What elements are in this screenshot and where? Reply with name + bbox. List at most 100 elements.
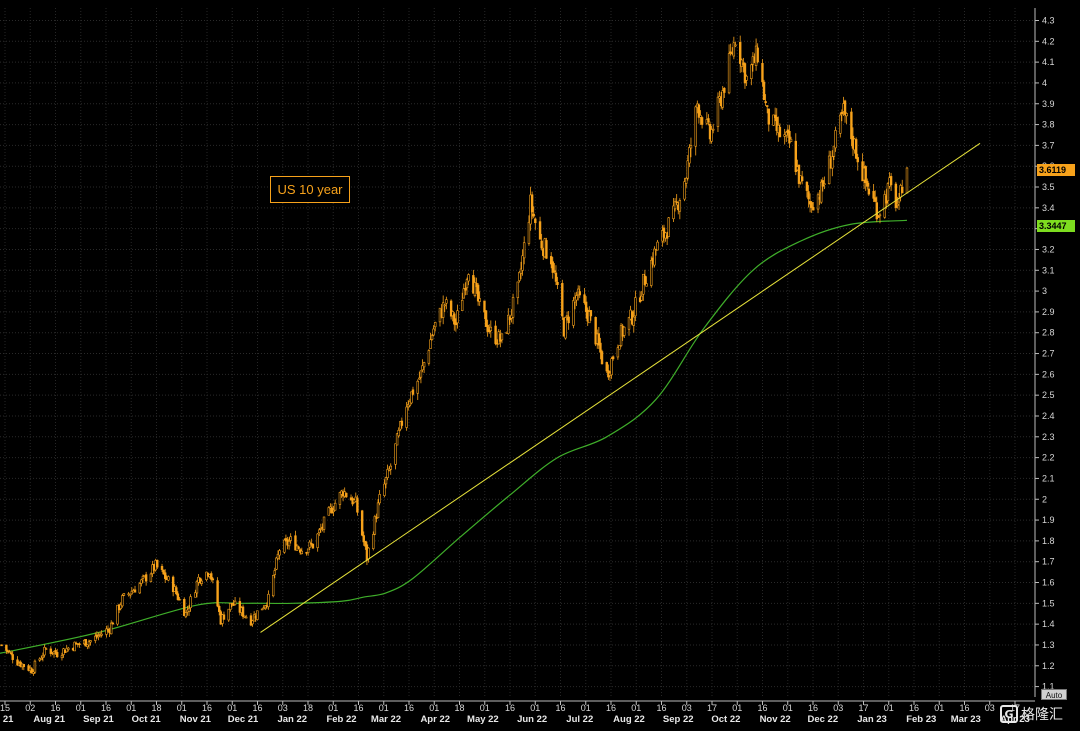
y-tick-label: 2.6 bbox=[1042, 369, 1055, 379]
y-tick-label: 1.1 bbox=[1042, 682, 1055, 692]
candle-body bbox=[739, 41, 742, 64]
x-day-label: 16 bbox=[555, 703, 565, 713]
candle-body bbox=[175, 587, 178, 595]
candle-body bbox=[319, 528, 323, 530]
candle-body bbox=[8, 651, 11, 654]
candle-body bbox=[850, 111, 853, 140]
candle-body bbox=[256, 610, 259, 620]
candle-body bbox=[764, 101, 767, 104]
candle-body bbox=[667, 217, 670, 237]
candle-body bbox=[119, 604, 122, 609]
y-tick-label: 2.4 bbox=[1042, 411, 1055, 421]
candle-body bbox=[267, 593, 270, 608]
x-day-label: 16 bbox=[404, 703, 414, 713]
candle-body bbox=[723, 87, 726, 93]
candle-body bbox=[727, 53, 731, 94]
x-day-label: 16 bbox=[101, 703, 111, 713]
candle-body bbox=[410, 391, 413, 404]
candle-body bbox=[276, 553, 280, 559]
y-tick-label: 3.1 bbox=[1042, 265, 1055, 275]
candle-body bbox=[372, 534, 375, 549]
candle-body bbox=[583, 294, 586, 303]
candle-body bbox=[588, 311, 591, 324]
candle-body bbox=[551, 261, 554, 273]
candle-body bbox=[484, 310, 488, 327]
x-day-label: 17 bbox=[707, 703, 717, 713]
candle-body bbox=[521, 255, 524, 271]
candle-body bbox=[794, 140, 797, 172]
candle-body bbox=[519, 268, 523, 274]
candle-body bbox=[778, 126, 782, 138]
candle-body bbox=[750, 64, 753, 79]
x-day-label: 16 bbox=[656, 703, 666, 713]
candle-body bbox=[872, 190, 875, 199]
candle-body bbox=[156, 559, 159, 568]
candle-body bbox=[761, 63, 764, 83]
y-tick-label: 1.8 bbox=[1042, 536, 1055, 546]
x-day-label: 17 bbox=[1010, 703, 1020, 713]
candle-body bbox=[109, 622, 113, 635]
candle-body bbox=[516, 281, 520, 298]
candle-body bbox=[610, 358, 613, 376]
candle-body bbox=[163, 572, 167, 579]
candle-body bbox=[773, 114, 777, 118]
x-day-label: 01 bbox=[227, 703, 237, 713]
candle-body bbox=[611, 356, 615, 360]
candle-body bbox=[494, 325, 497, 344]
candle-body bbox=[432, 328, 435, 336]
candle-body bbox=[32, 671, 35, 674]
x-day-label: 15 bbox=[0, 703, 10, 713]
x-month-label: Oct 21 bbox=[132, 714, 162, 725]
candle-body bbox=[122, 593, 126, 596]
x-day-label: 16 bbox=[505, 703, 515, 713]
x-day-label: 02 bbox=[25, 703, 35, 713]
x-month-label: Feb 22 bbox=[326, 714, 356, 725]
candle-body bbox=[278, 550, 281, 556]
x-month-label: Apr 22 bbox=[420, 714, 450, 725]
x-month-label: Jul 22 bbox=[566, 714, 593, 725]
x-day-label: 01 bbox=[76, 703, 86, 713]
candle-body bbox=[195, 580, 199, 594]
y-tick-label: 1.3 bbox=[1042, 640, 1055, 650]
watermark-icon: G bbox=[1000, 705, 1018, 723]
candle-body bbox=[694, 106, 697, 147]
candle-body bbox=[308, 541, 311, 548]
candle-body bbox=[273, 570, 276, 575]
candle-body bbox=[78, 643, 81, 646]
y-tick-label: 1.4 bbox=[1042, 619, 1055, 629]
candle-body bbox=[294, 535, 297, 551]
candle-body bbox=[449, 300, 453, 317]
candle-body bbox=[889, 176, 893, 186]
candle-body bbox=[111, 622, 114, 625]
candle-body bbox=[241, 606, 245, 617]
moving-average-line bbox=[0, 219, 908, 654]
candle-body bbox=[187, 608, 191, 612]
candle-body bbox=[251, 620, 254, 625]
auto-scale-button[interactable]: Auto bbox=[1041, 689, 1067, 700]
candle-body bbox=[41, 655, 45, 658]
candle-body bbox=[867, 188, 871, 195]
candle-body bbox=[356, 498, 359, 513]
candle-body bbox=[883, 194, 886, 218]
candle-body bbox=[772, 114, 775, 126]
candle-body bbox=[84, 639, 87, 647]
candle-body bbox=[856, 157, 859, 163]
y-tick-label: 2.9 bbox=[1042, 307, 1055, 317]
x-day-label: 16 bbox=[50, 703, 60, 713]
candle-body bbox=[839, 114, 842, 134]
grid bbox=[0, 8, 1035, 697]
candle-body bbox=[473, 282, 477, 297]
candle-body bbox=[640, 295, 643, 301]
candle-body bbox=[60, 655, 64, 659]
candle-body bbox=[43, 647, 46, 656]
moving-average-layer bbox=[0, 219, 908, 654]
candle-body bbox=[767, 108, 770, 125]
candle-body bbox=[133, 589, 137, 593]
y-tick-label: 2.8 bbox=[1042, 328, 1055, 338]
y-tick-label: 3.4 bbox=[1042, 203, 1055, 213]
candle-body bbox=[400, 420, 404, 426]
candle-body bbox=[545, 240, 548, 259]
candle-body bbox=[710, 129, 713, 142]
candle-body bbox=[249, 615, 253, 626]
